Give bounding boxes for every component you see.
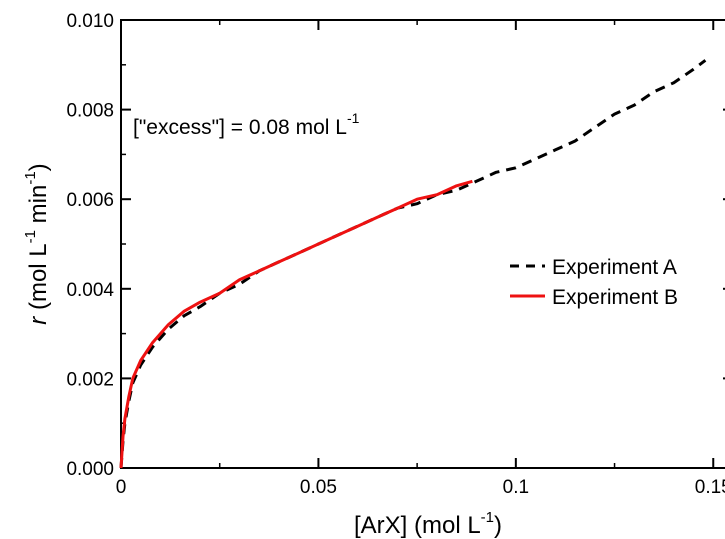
x-axis-label-main: [ArX] (mol L xyxy=(354,512,481,539)
legend-label-a: Experiment A xyxy=(552,256,677,279)
y-axis-label: r (mol L-1 min-1) xyxy=(22,163,52,324)
y-axis-label-tail: ) xyxy=(25,163,52,171)
y-axis-label-italic: r xyxy=(25,316,52,325)
x-tick-label: 0.05 xyxy=(300,477,337,498)
x-tick-label: 0.15 xyxy=(695,477,725,498)
y-axis-ticks: 0.000 0.002 0.004 0.006 0.008 0.010 xyxy=(66,11,725,480)
series-group xyxy=(119,59,707,469)
annotation-text: ["excess"] = 0.08 mol L xyxy=(133,116,347,139)
y-tick-label: 0.002 xyxy=(66,369,114,390)
y-tick-label: 0.000 xyxy=(66,459,114,480)
y-tick-label: 0.006 xyxy=(66,190,114,211)
y-tick-label: 0.008 xyxy=(66,101,114,122)
x-axis-label: [ArX] (mol L-1) xyxy=(354,509,502,539)
x-axis-label-sup: -1 xyxy=(481,509,494,526)
y-axis-label-sup2: -1 xyxy=(22,171,39,184)
x-axis-label-tail: ) xyxy=(494,512,502,539)
plot-frame xyxy=(120,19,725,469)
x-axis-ticks: 0 0.05 0.1 0.15 xyxy=(116,20,725,498)
x-tick-label: 0.1 xyxy=(503,477,529,498)
legend-label-b: Experiment B xyxy=(552,286,678,309)
annotation: ["excess"] = 0.08 mol L-1 xyxy=(133,110,360,139)
y-axis-label-main: (mol L xyxy=(25,243,52,316)
legend: Experiment A Experiment B xyxy=(510,256,678,309)
annotation-sup: -1 xyxy=(347,110,360,126)
y-tick-label: 0.004 xyxy=(66,280,114,301)
y-tick-label: 0.010 xyxy=(66,11,114,32)
x-tick-label: 0 xyxy=(116,477,127,498)
y-axis-label-sup1: -1 xyxy=(22,230,39,243)
y-axis-label-mid: min xyxy=(25,185,52,230)
series-line-experiment-b xyxy=(119,179,473,469)
